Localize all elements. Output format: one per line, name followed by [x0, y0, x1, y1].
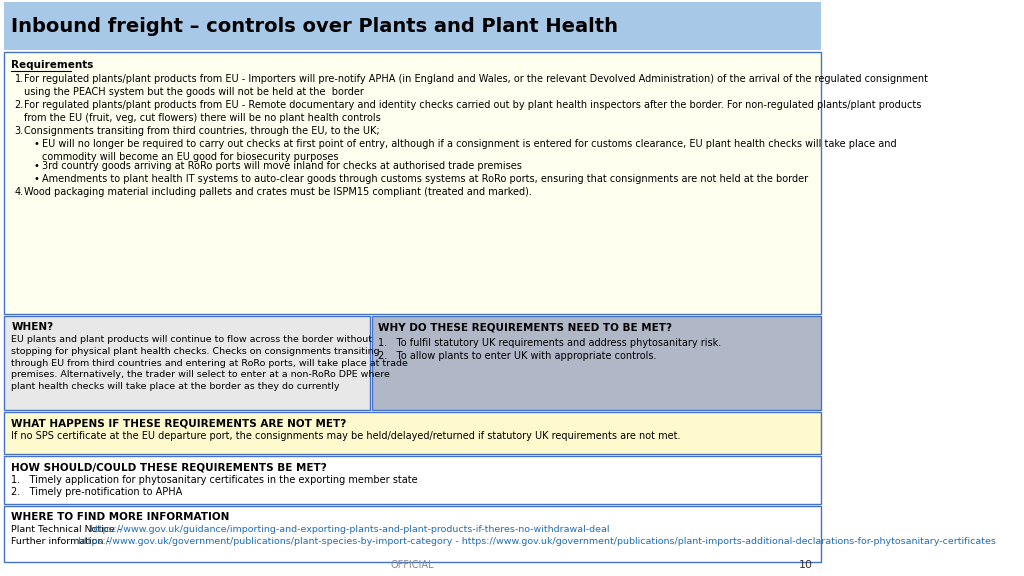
- Text: Wood packaging material including pallets and crates must be ISPM15 compliant (t: Wood packaging material including pallet…: [25, 187, 532, 197]
- Text: 4.: 4.: [14, 187, 24, 197]
- Text: 1.   To fulfil statutory UK requirements and address phytosanitary risk.: 1. To fulfil statutory UK requirements a…: [379, 338, 722, 348]
- Text: WHY DO THESE REQUIREMENTS NEED TO BE MET?: WHY DO THESE REQUIREMENTS NEED TO BE MET…: [379, 322, 673, 332]
- Text: WHEN?: WHEN?: [11, 322, 53, 332]
- FancyBboxPatch shape: [4, 456, 820, 504]
- Text: Requirements: Requirements: [11, 60, 93, 70]
- Text: 10: 10: [800, 560, 813, 570]
- Text: 2.   To allow plants to enter UK with appropriate controls.: 2. To allow plants to enter UK with appr…: [379, 351, 657, 361]
- Text: https://www.gov.uk/guidance/importing-and-exporting-plants-and-plant-products-if: https://www.gov.uk/guidance/importing-an…: [89, 525, 610, 534]
- Text: 2.   Timely pre-notification to APHA: 2. Timely pre-notification to APHA: [11, 487, 182, 497]
- Text: WHAT HAPPENS IF THESE REQUIREMENTS ARE NOT MET?: WHAT HAPPENS IF THESE REQUIREMENTS ARE N…: [11, 418, 346, 428]
- Text: EU plants and plant products will continue to flow across the border without
sto: EU plants and plant products will contin…: [11, 335, 409, 391]
- FancyBboxPatch shape: [4, 506, 820, 562]
- Text: Consignments transiting from third countries, through the EU, to the UK;: Consignments transiting from third count…: [25, 126, 380, 136]
- Text: WHERE TO FIND MORE INFORMATION: WHERE TO FIND MORE INFORMATION: [11, 512, 229, 522]
- Text: Amendments to plant health IT systems to auto-clear goods through customs system: Amendments to plant health IT systems to…: [42, 174, 808, 184]
- FancyBboxPatch shape: [4, 412, 820, 454]
- Text: Further information -: Further information -: [11, 537, 113, 546]
- Text: •: •: [34, 139, 40, 149]
- Text: •: •: [34, 161, 40, 171]
- Text: HOW SHOULD/COULD THESE REQUIREMENTS BE MET?: HOW SHOULD/COULD THESE REQUIREMENTS BE M…: [11, 462, 327, 472]
- Text: EU will no longer be required to carry out checks at first point of entry, altho: EU will no longer be required to carry o…: [42, 139, 896, 162]
- Text: 1.   Timely application for phytosanitary certificates in the exporting member s: 1. Timely application for phytosanitary …: [11, 475, 418, 485]
- FancyBboxPatch shape: [372, 316, 820, 410]
- FancyBboxPatch shape: [4, 316, 371, 410]
- Text: Plant Technical Notice -: Plant Technical Notice -: [11, 525, 125, 534]
- Text: https://www.gov.uk/government/publications/plant-species-by-import-category - ht: https://www.gov.uk/government/publicatio…: [78, 537, 996, 546]
- Text: If no SPS certificate at the EU departure port, the consignments may be held/del: If no SPS certificate at the EU departur…: [11, 431, 681, 441]
- Text: 1.: 1.: [14, 74, 24, 84]
- Text: 2.: 2.: [14, 100, 24, 110]
- FancyBboxPatch shape: [4, 52, 820, 314]
- Text: For regulated plants/plant products from EU - Remote documentary and identity ch: For regulated plants/plant products from…: [25, 100, 922, 123]
- Text: 3rd country goods arriving at RoRo ports will move inland for checks at authoris: 3rd country goods arriving at RoRo ports…: [42, 161, 522, 171]
- Text: Inbound freight – controls over Plants and Plant Health: Inbound freight – controls over Plants a…: [11, 17, 618, 36]
- Text: OFFICIAL: OFFICIAL: [390, 560, 434, 570]
- Text: For regulated plants/plant products from EU - Importers will pre-notify APHA (in: For regulated plants/plant products from…: [25, 74, 928, 97]
- Text: •: •: [34, 174, 40, 184]
- FancyBboxPatch shape: [4, 2, 820, 50]
- Text: 3.: 3.: [14, 126, 24, 136]
